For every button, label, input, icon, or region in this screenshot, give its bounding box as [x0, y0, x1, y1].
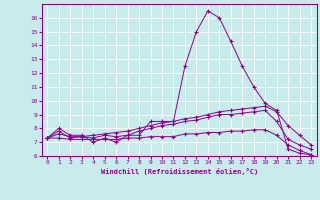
- X-axis label: Windchill (Refroidissement éolien,°C): Windchill (Refroidissement éolien,°C): [100, 168, 258, 175]
